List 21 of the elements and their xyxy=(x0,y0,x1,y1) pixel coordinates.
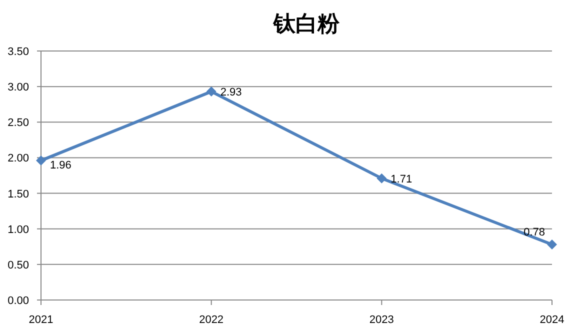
point xyxy=(547,240,557,250)
point xyxy=(376,173,387,184)
y-tick-label: 1.00 xyxy=(8,224,29,236)
x-tick-label: 2023 xyxy=(369,314,394,326)
data-label: 1.96 xyxy=(50,160,72,172)
y-tick-label: 2.50 xyxy=(8,117,29,130)
data-label: 0.78 xyxy=(524,226,545,239)
y-tick-label: 0.50 xyxy=(8,259,29,272)
data-label: 1.71 xyxy=(390,173,412,186)
y-tick-label: 3.50 xyxy=(8,46,29,58)
chart-title: 钛白粉 xyxy=(272,11,340,36)
y-tick-label: 1.50 xyxy=(8,188,29,200)
point xyxy=(206,86,216,97)
data-label: 2.93 xyxy=(220,86,242,99)
point xyxy=(36,156,46,166)
y-tick-label: 3.00 xyxy=(8,82,29,94)
y-tick-label: 0.00 xyxy=(8,295,29,307)
y-tick-label: 2.00 xyxy=(8,152,29,165)
x-tick-label: 2022 xyxy=(199,314,224,326)
x-tick-label: 2021 xyxy=(28,314,54,326)
x-tick-label: 2024 xyxy=(540,314,564,326)
